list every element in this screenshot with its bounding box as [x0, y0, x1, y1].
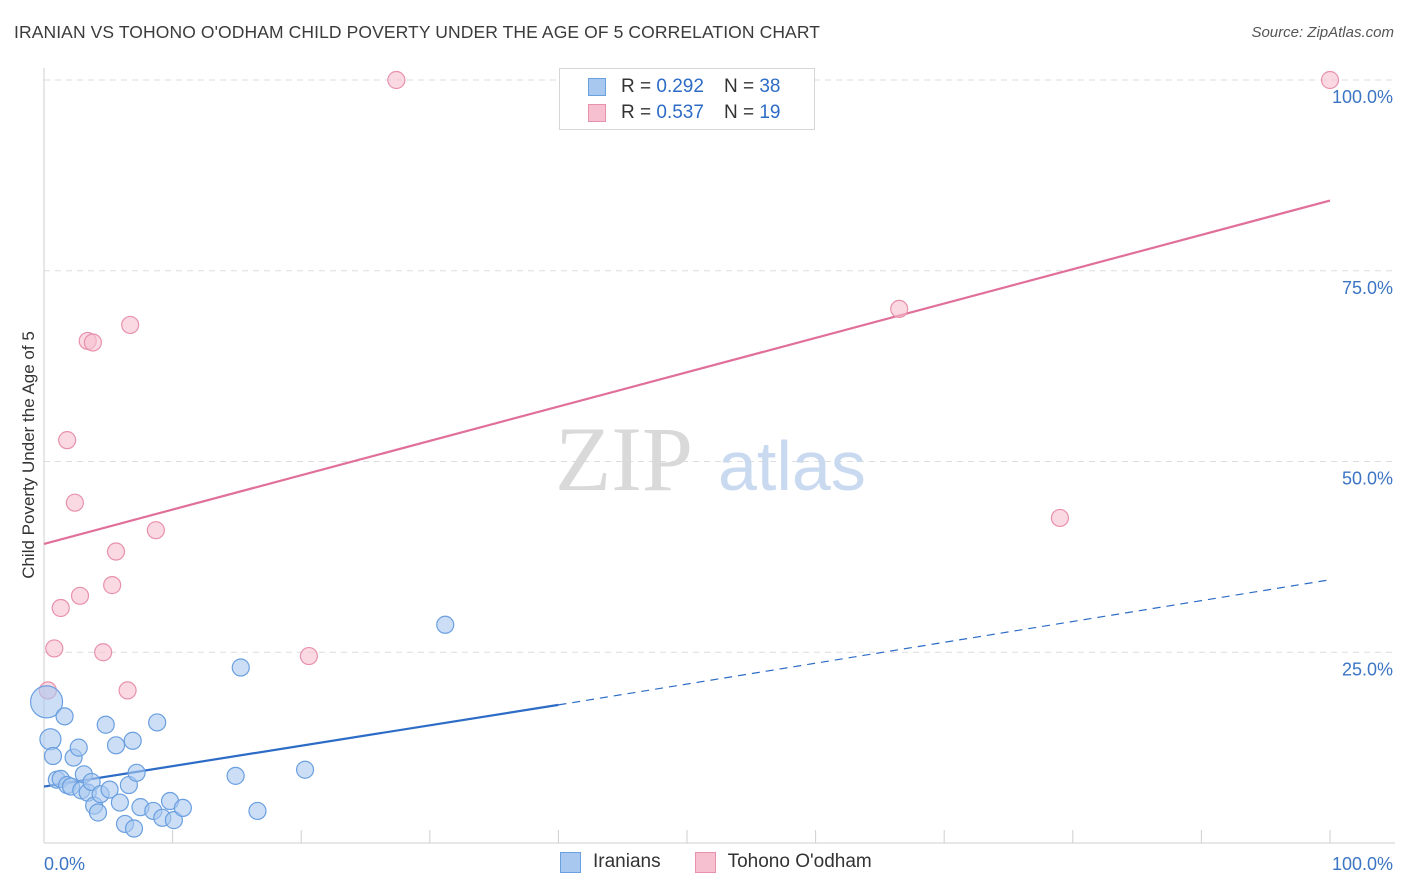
- bottom-legend-swatch-tohono: [694, 851, 716, 873]
- chart-title: IRANIAN VS TOHONO O'ODHAM CHILD POVERTY …: [14, 22, 821, 42]
- point-iranians: [148, 713, 167, 732]
- y-tick-labels: 25.0% 50.0% 75.0% 100.0%: [1332, 87, 1393, 679]
- bottom-legend-swatch-iranians: [560, 851, 581, 873]
- point-iranians: [123, 731, 142, 750]
- point-iranians: [88, 803, 108, 822]
- point-tohono: [83, 333, 102, 352]
- point-tohono: [65, 493, 84, 512]
- points-iranians: [29, 615, 455, 838]
- point-iranians: [43, 746, 63, 766]
- point-tohono: [94, 643, 113, 662]
- legend-row-iranians: R = 0.292 N = 38: [588, 74, 780, 100]
- bottom-legend-item-iranians: Iranians: [560, 851, 661, 873]
- legend-n-value: 38: [759, 76, 781, 97]
- point-tohono: [387, 70, 406, 90]
- watermark-atlas: atlas: [718, 427, 866, 505]
- bottom-legend-label-tohono: Tohono O'odham: [727, 851, 872, 872]
- point-tohono: [58, 431, 77, 450]
- y-tick-label: 25.0%: [1342, 659, 1393, 679]
- point-iranians: [82, 772, 101, 792]
- point-tohono: [118, 681, 137, 700]
- point-iranians: [226, 766, 245, 785]
- point-iranians: [39, 728, 62, 751]
- point-iranians: [96, 715, 115, 734]
- point-iranians: [295, 760, 315, 779]
- trend-line-tohono: [43, 199, 1331, 545]
- legend-r-label: R =: [621, 76, 652, 97]
- point-tohono: [103, 576, 122, 595]
- point-tohono: [299, 646, 319, 666]
- point-iranians: [106, 736, 126, 755]
- legend-n-label: N =: [723, 76, 755, 97]
- point-iranians: [248, 801, 267, 821]
- legend-r-value: 0.537: [656, 102, 704, 123]
- point-iranians: [100, 780, 119, 799]
- point-iranians: [110, 793, 129, 812]
- trend-line-iranians-extrapolated: [558, 579, 1331, 706]
- point-iranians: [69, 738, 88, 757]
- point-iranians: [29, 685, 64, 719]
- bottom-legend-item-tohono: Tohono O'odham: [694, 851, 872, 873]
- legend-r-label: R =: [621, 102, 652, 123]
- y-tick-label: 100.0%: [1332, 87, 1393, 107]
- x-tick-label: 100.0%: [1332, 854, 1393, 874]
- point-iranians: [127, 763, 146, 782]
- points-tohono: [38, 70, 1340, 700]
- point-tohono: [890, 299, 909, 318]
- point-tohono: [70, 586, 90, 605]
- y-tick-label: 50.0%: [1342, 469, 1393, 489]
- legend-row-tohono: R = 0.537 N = 19: [588, 100, 786, 126]
- grid-lines: [43, 79, 1395, 843]
- watermark-zip: ZIP: [555, 408, 693, 510]
- point-tohono: [1320, 70, 1340, 90]
- point-tohono: [51, 598, 70, 618]
- source-label: Source: ZipAtlas.com: [1251, 24, 1394, 41]
- point-iranians: [164, 811, 183, 830]
- legend-swatch-iranians: [588, 78, 606, 96]
- point-tohono: [1050, 508, 1070, 528]
- point-iranians: [173, 798, 192, 818]
- y-axis-label: Child Poverty Under the Age of 5: [19, 331, 38, 579]
- point-tohono: [121, 315, 140, 335]
- bottom-legend-label-iranians: Iranians: [593, 851, 661, 872]
- y-tick-label: 75.0%: [1342, 278, 1393, 298]
- legend-box: R = 0.292 N = 38 R = 0.537 N = 19: [559, 68, 815, 130]
- legend-n-label: N =: [723, 102, 755, 123]
- x-tick-labels: 0.0% 100.0%: [44, 854, 1393, 874]
- legend-swatch-tohono: [588, 104, 606, 122]
- point-iranians: [231, 658, 250, 677]
- legend-r-value: 0.292: [656, 76, 704, 97]
- legend-n-value: 19: [759, 102, 781, 123]
- point-tohono: [45, 639, 64, 658]
- point-tohono: [106, 542, 126, 561]
- bottom-legend: Iranians Tohono O'odham: [560, 851, 906, 873]
- x-tick-label: 0.0%: [44, 854, 85, 874]
- point-iranians: [436, 615, 455, 634]
- point-iranians: [55, 707, 74, 726]
- point-iranians: [124, 819, 144, 838]
- point-tohono: [146, 521, 165, 540]
